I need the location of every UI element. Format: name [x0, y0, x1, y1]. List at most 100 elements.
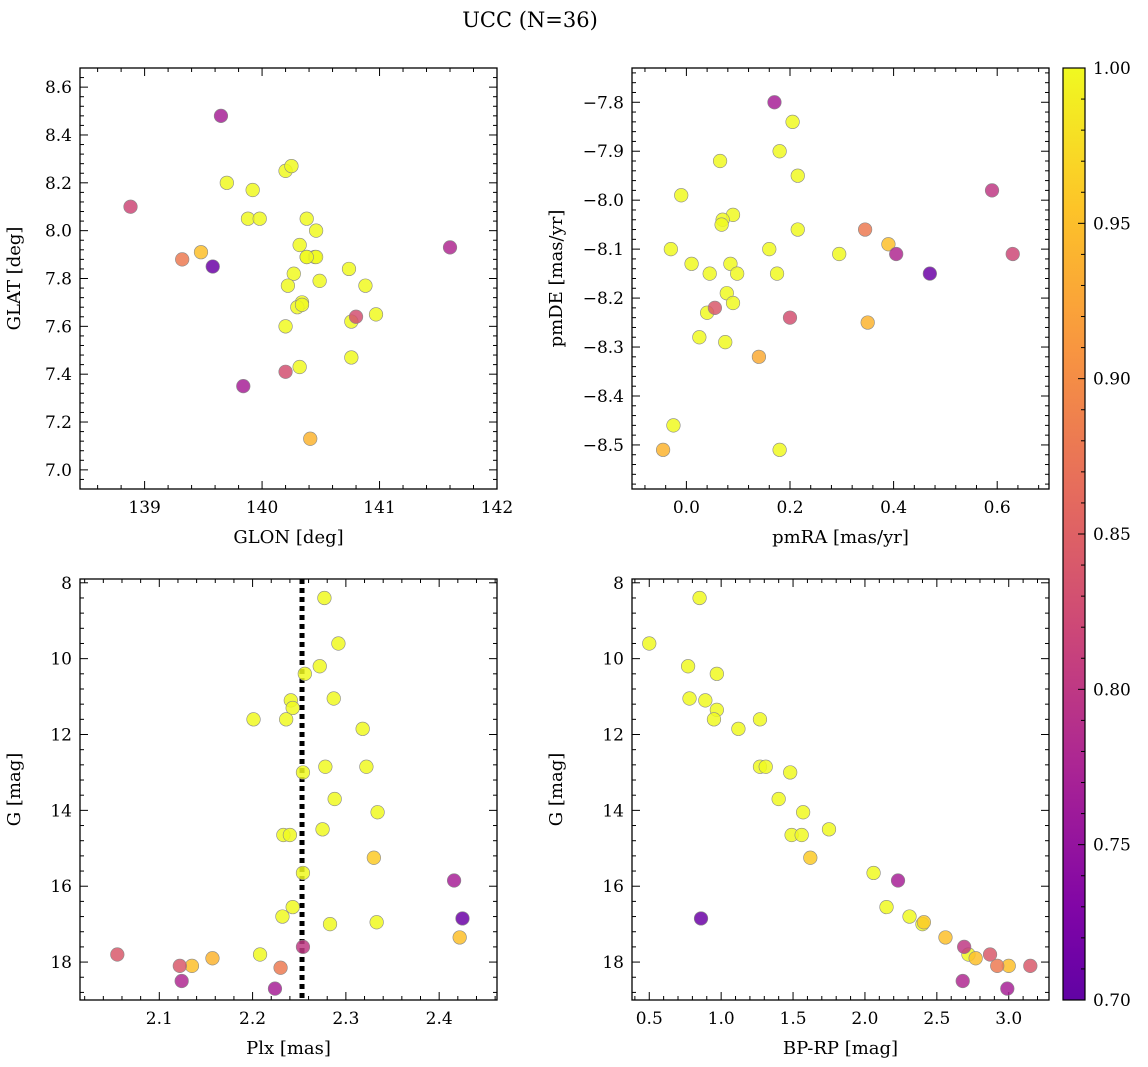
- data-point: [295, 939, 311, 955]
- y-tick-label: 7.6: [45, 317, 72, 337]
- x-tick-label: 2.1: [146, 1009, 173, 1029]
- plot-area: [80, 579, 497, 1000]
- data-point: [922, 266, 937, 281]
- colorbar-tick-label: 0.95: [1093, 214, 1131, 234]
- data-point: [174, 973, 189, 989]
- data-point: [452, 930, 467, 945]
- y-tick-label: 7.8: [45, 270, 72, 290]
- x-tick-label: 2.3: [332, 1009, 359, 1029]
- data-point: [860, 315, 875, 330]
- y-tick-label: 8.6: [45, 78, 72, 98]
- data-point: [309, 223, 324, 238]
- y-tick-label: 18: [602, 953, 624, 973]
- y-tick-label: 7.0: [45, 461, 72, 481]
- y-tick-label: 8: [61, 574, 72, 594]
- data-point: [725, 295, 741, 311]
- plot-area: [632, 68, 1049, 489]
- data-point: [267, 981, 283, 996]
- y-tick-label: 16: [50, 877, 72, 897]
- axes-frame: [79, 67, 498, 490]
- data-point: [317, 590, 332, 606]
- data-point: [292, 237, 307, 253]
- data-point: [714, 217, 729, 232]
- data-point: [684, 256, 699, 271]
- colorbar-tick-label: 0.90: [1093, 370, 1131, 390]
- data-point: [193, 245, 209, 260]
- data-point: [368, 307, 384, 322]
- data-point: [273, 960, 288, 975]
- x-tick-label: 2.0: [851, 1009, 878, 1029]
- data-point: [348, 309, 364, 324]
- data-point: [295, 865, 311, 881]
- figure-title: UCC (N=36): [462, 8, 598, 32]
- data-point: [752, 712, 768, 727]
- data-point: [680, 659, 696, 674]
- y-tick-label: 7.4: [45, 365, 72, 385]
- y-tick-label: −8.5: [583, 436, 624, 456]
- y-tick-label: 14: [602, 801, 624, 821]
- data-point: [279, 712, 294, 727]
- data-point: [957, 939, 972, 955]
- data-point: [213, 108, 229, 123]
- colorbar-tick-label: 0.70: [1093, 991, 1131, 1011]
- data-point: [285, 899, 300, 915]
- data-point: [955, 973, 970, 989]
- data-point: [292, 359, 307, 375]
- data-point: [245, 182, 260, 198]
- panel-bottom-left: 2.1 2.2 2.3 2.4 8 10 12 14 16 18 Plx [mas] G [mag]: [4, 574, 498, 1059]
- colorbar-tick-label: 0.80: [1093, 680, 1131, 700]
- data-point: [366, 850, 381, 865]
- data-point: [771, 791, 786, 807]
- panel-bottom-right: 0.5 1.0 1.5 2.0 2.5 3.0 8 10 12 14 16 18 BP-RP [mag]…: [546, 574, 1050, 1059]
- data-point: [326, 691, 341, 706]
- data-point: [280, 278, 296, 293]
- data-point: [982, 947, 998, 962]
- data-point: [718, 335, 733, 350]
- data-point: [312, 659, 327, 674]
- y-tick-label: 10: [602, 650, 624, 670]
- panel-top-right: 0.0 0.2 0.4 0.6 −8.5 −8.4 −8.3 −8.2 −8.1 −8.0 −7.9…: [546, 67, 1050, 548]
- y-tick-label: −7.8: [583, 93, 624, 113]
- data-point: [866, 865, 881, 881]
- data-point: [666, 418, 681, 433]
- x-tick-label: 0.0: [673, 498, 700, 518]
- x-axis-label: Plx [mas]: [246, 1038, 331, 1059]
- y-tick-label: 8.4: [45, 126, 72, 146]
- plot-area: [80, 68, 497, 489]
- x-axis-label: pmRA [mas/yr]: [772, 527, 909, 548]
- data-point: [706, 712, 722, 727]
- y-tick-label: −8.1: [583, 240, 624, 260]
- data-point: [968, 951, 983, 966]
- x-tick-label: 140: [246, 498, 278, 518]
- data-point: [318, 759, 333, 774]
- data-point: [295, 765, 311, 780]
- panel-top-left: 139 140 141 142 7.0 7.2 7.4 7.6 7.8 8.0 8.2 8.4 8.6 G…: [4, 67, 513, 548]
- colorbar: 0.70 0.75 0.80 0.85 0.90 0.95 1.00: [1062, 59, 1131, 1011]
- y-tick-label: 8.0: [45, 222, 72, 242]
- y-tick-label: 10: [50, 650, 72, 670]
- data-point: [832, 246, 847, 262]
- y-tick-label: 8.2: [45, 174, 72, 194]
- data-point: [692, 590, 707, 606]
- data-point: [455, 911, 470, 926]
- data-point: [821, 822, 837, 837]
- x-tick-label: 2.5: [923, 1009, 950, 1029]
- data-point: [369, 915, 384, 930]
- tick-marks: [80, 67, 498, 490]
- data-point: [327, 791, 342, 807]
- data-point: [1023, 958, 1038, 973]
- tick-marks: [80, 579, 497, 1000]
- data-point: [1000, 981, 1015, 996]
- x-tick-label: 3.0: [995, 1009, 1022, 1029]
- y-tick-label: 18: [50, 953, 72, 973]
- data-point: [858, 222, 873, 237]
- tick-marks: [632, 579, 1049, 1000]
- data-point: [205, 951, 220, 966]
- x-tick-label: 1.5: [780, 1009, 807, 1029]
- data-point: [322, 917, 338, 932]
- x-axis-label: GLON [deg]: [233, 527, 343, 548]
- data-point: [702, 266, 717, 281]
- x-tick-label: 139: [128, 498, 160, 518]
- data-point: [341, 261, 357, 277]
- scatter-points: [655, 95, 1020, 457]
